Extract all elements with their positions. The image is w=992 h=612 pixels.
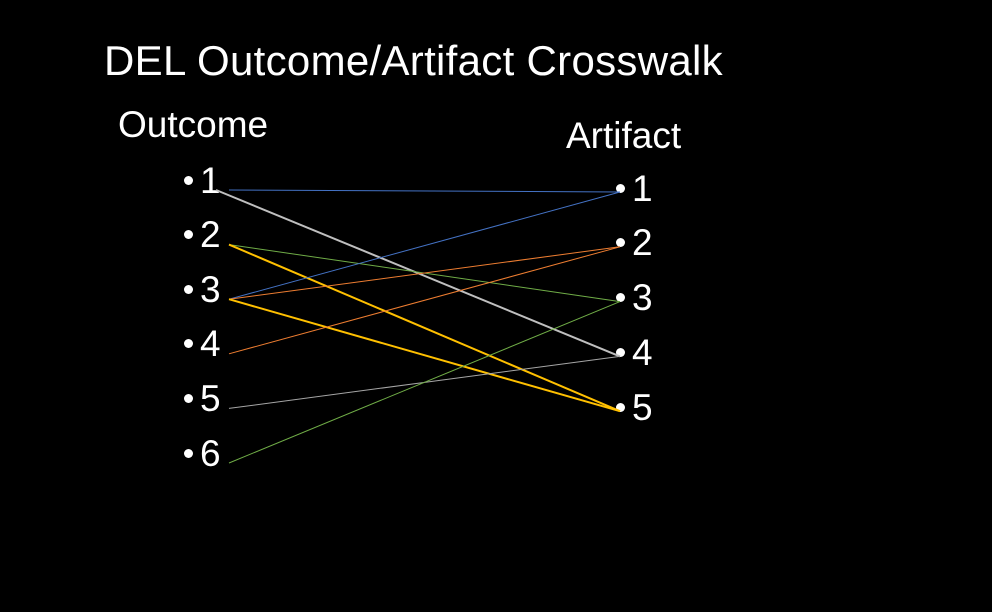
- connector-outcome-4-artifact-2: [228, 246, 621, 355]
- outcome-item-label: 1: [200, 159, 221, 201]
- artifact-item-label: 1: [632, 167, 653, 209]
- connector-outcome-1-artifact-1: [228, 189, 621, 193]
- outcome-item-3: 3: [184, 267, 221, 311]
- artifact-item-5: 5: [616, 385, 653, 429]
- outcome-item-label: 4: [200, 323, 221, 365]
- connector-outcome-2-artifact-5: [228, 243, 621, 413]
- bullet-dot: [616, 347, 625, 357]
- connector-outcome-6-artifact-3: [228, 301, 621, 464]
- outcome-item-label: 6: [200, 432, 221, 474]
- outcome-heading: Outcome: [118, 104, 269, 145]
- outcome-item-label: 5: [200, 377, 221, 419]
- connector-outcome-3-artifact-1: [228, 191, 621, 300]
- artifact-item-1: 1: [616, 166, 653, 210]
- outcome-item-4: 4: [184, 322, 221, 366]
- outcome-item-label: 2: [200, 214, 221, 256]
- artifact-item-label: 3: [632, 277, 653, 319]
- bullet-dot: [184, 448, 193, 458]
- bullet-dot: [616, 293, 625, 303]
- artifact-item-4: 4: [616, 330, 653, 374]
- outcome-item-6: 6: [184, 431, 221, 475]
- artifact-item-label: 4: [632, 331, 653, 373]
- bullet-dot: [616, 238, 625, 248]
- outcome-item-label: 3: [200, 268, 221, 310]
- bullet-dot: [184, 175, 193, 185]
- bullet-dot: [184, 393, 193, 403]
- slide-title: DEL Outcome/Artifact Crosswalk: [104, 37, 723, 84]
- bullet-dot: [184, 284, 193, 294]
- bullet-dot: [184, 230, 193, 240]
- bullet-dot: [184, 339, 193, 349]
- connector-outcome-3-artifact-5: [228, 298, 621, 413]
- connector-outcome-5-artifact-4: [228, 355, 621, 409]
- artifact-item-3: 3: [616, 276, 653, 320]
- artifact-item-label: 2: [632, 222, 653, 264]
- outcome-item-2: 2: [184, 213, 221, 257]
- connector-outcome-1-artifact-4: [215, 189, 621, 358]
- bullet-dot: [616, 183, 625, 193]
- outcome-item-5: 5: [184, 376, 221, 420]
- artifact-item-label: 5: [632, 386, 653, 428]
- artifact-item-2: 2: [616, 221, 653, 265]
- connector-outcome-2-artifact-3: [228, 244, 621, 303]
- bullet-dot: [616, 402, 625, 412]
- connector-outcome-3-artifact-2: [228, 246, 621, 300]
- outcome-item-1: 1: [184, 158, 221, 202]
- artifact-heading: Artifact: [566, 115, 682, 156]
